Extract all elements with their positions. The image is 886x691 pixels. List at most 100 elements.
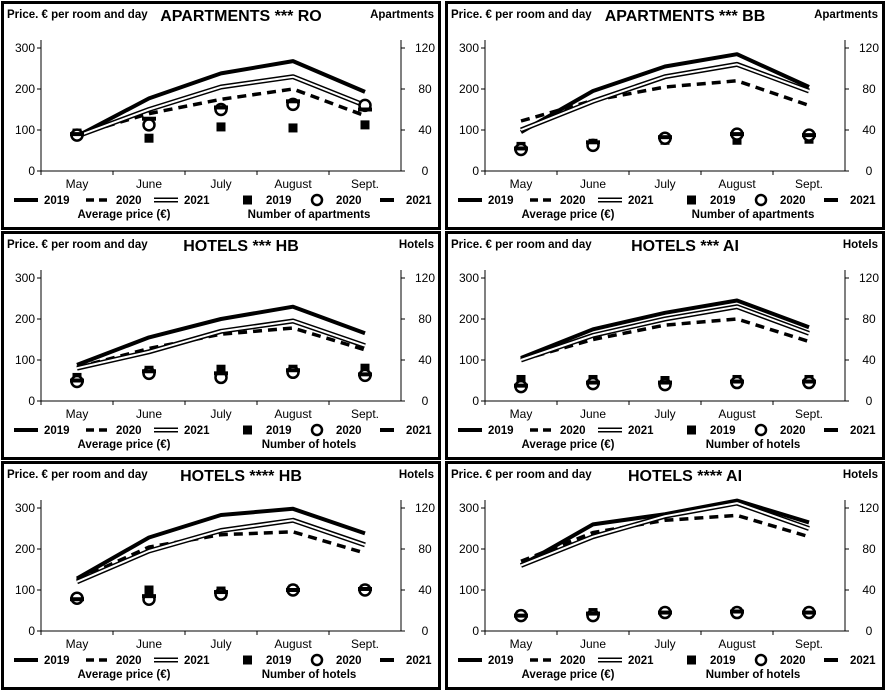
- x-tick-label: August: [274, 407, 312, 421]
- series-line: [520, 513, 810, 563]
- legend-label: 2021: [406, 425, 432, 437]
- right-tick-label: 0: [866, 624, 873, 638]
- x-tick-label: May: [510, 637, 533, 651]
- legend-swatch-circle: [310, 193, 324, 207]
- right-tick-label: 0: [866, 394, 873, 408]
- series-solid-thick-2019: [76, 506, 366, 581]
- legend-left-title: Average price (€): [78, 209, 171, 221]
- legend-swatch-circle: [754, 193, 768, 207]
- left-tick-label: 200: [459, 312, 479, 326]
- legend-label: 2020: [116, 425, 142, 437]
- x-tick-label: May: [66, 407, 89, 421]
- chart-svg: Price. € per room and day HOTELS *** AI Ho…: [451, 238, 879, 451]
- legend-label: 2021: [628, 655, 654, 667]
- legend-swatch-circle: [310, 423, 324, 437]
- legend-label: 2020: [336, 425, 362, 437]
- left-axis-title: Price. € per room and day: [451, 9, 592, 21]
- x-tick-label: July: [210, 407, 231, 421]
- x-tick-label: August: [718, 177, 756, 191]
- legend-swatch-square: [687, 425, 696, 435]
- legend-label: 2019: [44, 425, 70, 437]
- x-tick-label: August: [718, 637, 756, 651]
- left-tick-label: 0: [472, 394, 479, 408]
- marker-square: [216, 364, 226, 374]
- left-tick-label: 100: [15, 583, 35, 597]
- series-line: [520, 79, 810, 123]
- legend-label: 2019: [266, 195, 292, 207]
- series-double-2021: [76, 74, 366, 139]
- left-tick-label: 300: [15, 271, 35, 285]
- right-tick-label: 120: [859, 271, 879, 285]
- x-tick-label: May: [510, 407, 533, 421]
- legend-swatch-square: [243, 655, 252, 665]
- x-tick-label: June: [580, 407, 606, 421]
- right-axis-title: Hotels: [399, 239, 434, 251]
- right-axis-title: Apartments: [814, 9, 878, 21]
- marker-square: [360, 120, 370, 130]
- right-tick-label: 120: [415, 271, 435, 285]
- series-line: [76, 59, 366, 138]
- right-tick-label: 80: [418, 312, 432, 326]
- legend-right-title: Number of hotels: [706, 439, 801, 451]
- legend: 2019 2020 2021 2019 2020 2021 Average price (€…: [458, 423, 876, 451]
- legend: 2019 2020 2021 2019 2020 2021 Average price (€…: [458, 193, 876, 221]
- legend-swatch-circle: [754, 423, 768, 437]
- left-tick-label: 100: [15, 123, 35, 137]
- series-line-inner: [520, 502, 810, 567]
- series-circle-2020: [514, 375, 816, 394]
- legend-label: 2019: [488, 195, 514, 207]
- right-tick-label: 40: [862, 353, 876, 367]
- left-tick-label: 200: [15, 542, 35, 556]
- marker-square: [144, 133, 154, 143]
- chart-title: HOTELS *** HB: [183, 238, 299, 255]
- chart-title: HOTELS *** AI: [631, 238, 739, 255]
- legend-left-title: Average price (€): [522, 209, 615, 221]
- chart-panel: Price. € per room and day HOTELS *** AI Ho…: [445, 231, 885, 460]
- chart-title: APARTMENTS *** RO: [160, 8, 322, 25]
- legend-label: 2019: [266, 425, 292, 437]
- left-tick-label: 300: [459, 271, 479, 285]
- chart-panel: Price. € per room and day APARTMENTS *** …: [1, 1, 441, 230]
- right-tick-label: 40: [862, 123, 876, 137]
- left-tick-label: 0: [28, 394, 35, 408]
- series-dashed-2020: [520, 79, 810, 123]
- legend-label: 2021: [406, 655, 432, 667]
- legend-label: 2020: [780, 425, 806, 437]
- left-tick-label: 0: [28, 164, 35, 178]
- legend-label: 2020: [560, 425, 586, 437]
- x-tick-label: July: [210, 637, 231, 651]
- x-tick-label: May: [66, 637, 89, 651]
- marker-square: [516, 374, 526, 384]
- right-tick-label: 120: [415, 41, 435, 55]
- left-tick-label: 300: [459, 41, 479, 55]
- legend-right-title: Number of hotels: [262, 669, 357, 681]
- x-tick-label: June: [580, 637, 606, 651]
- legend-left-title: Average price (€): [78, 669, 171, 681]
- series-dash-2021: [514, 609, 816, 618]
- series-solid-thick-2019: [520, 298, 810, 360]
- x-tick-label: Sept.: [795, 177, 823, 191]
- x-tick-label: June: [136, 177, 162, 191]
- right-tick-label: 40: [418, 583, 432, 597]
- right-tick-label: 80: [862, 542, 876, 556]
- x-tick-label: Sept.: [795, 637, 823, 651]
- right-tick-label: 80: [418, 82, 432, 96]
- series-line: [76, 304, 366, 367]
- x-tick-label: May: [66, 177, 89, 191]
- legend-label: 2020: [336, 195, 362, 207]
- legend-label: 2020: [116, 195, 142, 207]
- series-line: [520, 298, 810, 360]
- right-tick-label: 0: [422, 164, 429, 178]
- series-dash-2021: [70, 99, 372, 137]
- left-axis-title: Price. € per room and day: [7, 9, 148, 21]
- right-axis-title: Hotels: [399, 469, 434, 481]
- series-double-2021: [520, 61, 810, 133]
- series-line-inner: [520, 63, 810, 131]
- legend-label: 2019: [710, 195, 736, 207]
- series-double-2021: [520, 500, 810, 568]
- right-tick-label: 40: [418, 353, 432, 367]
- right-tick-label: 40: [862, 583, 876, 597]
- series-dash-2021: [514, 379, 816, 388]
- chart-title: HOTELS **** AI: [628, 468, 742, 485]
